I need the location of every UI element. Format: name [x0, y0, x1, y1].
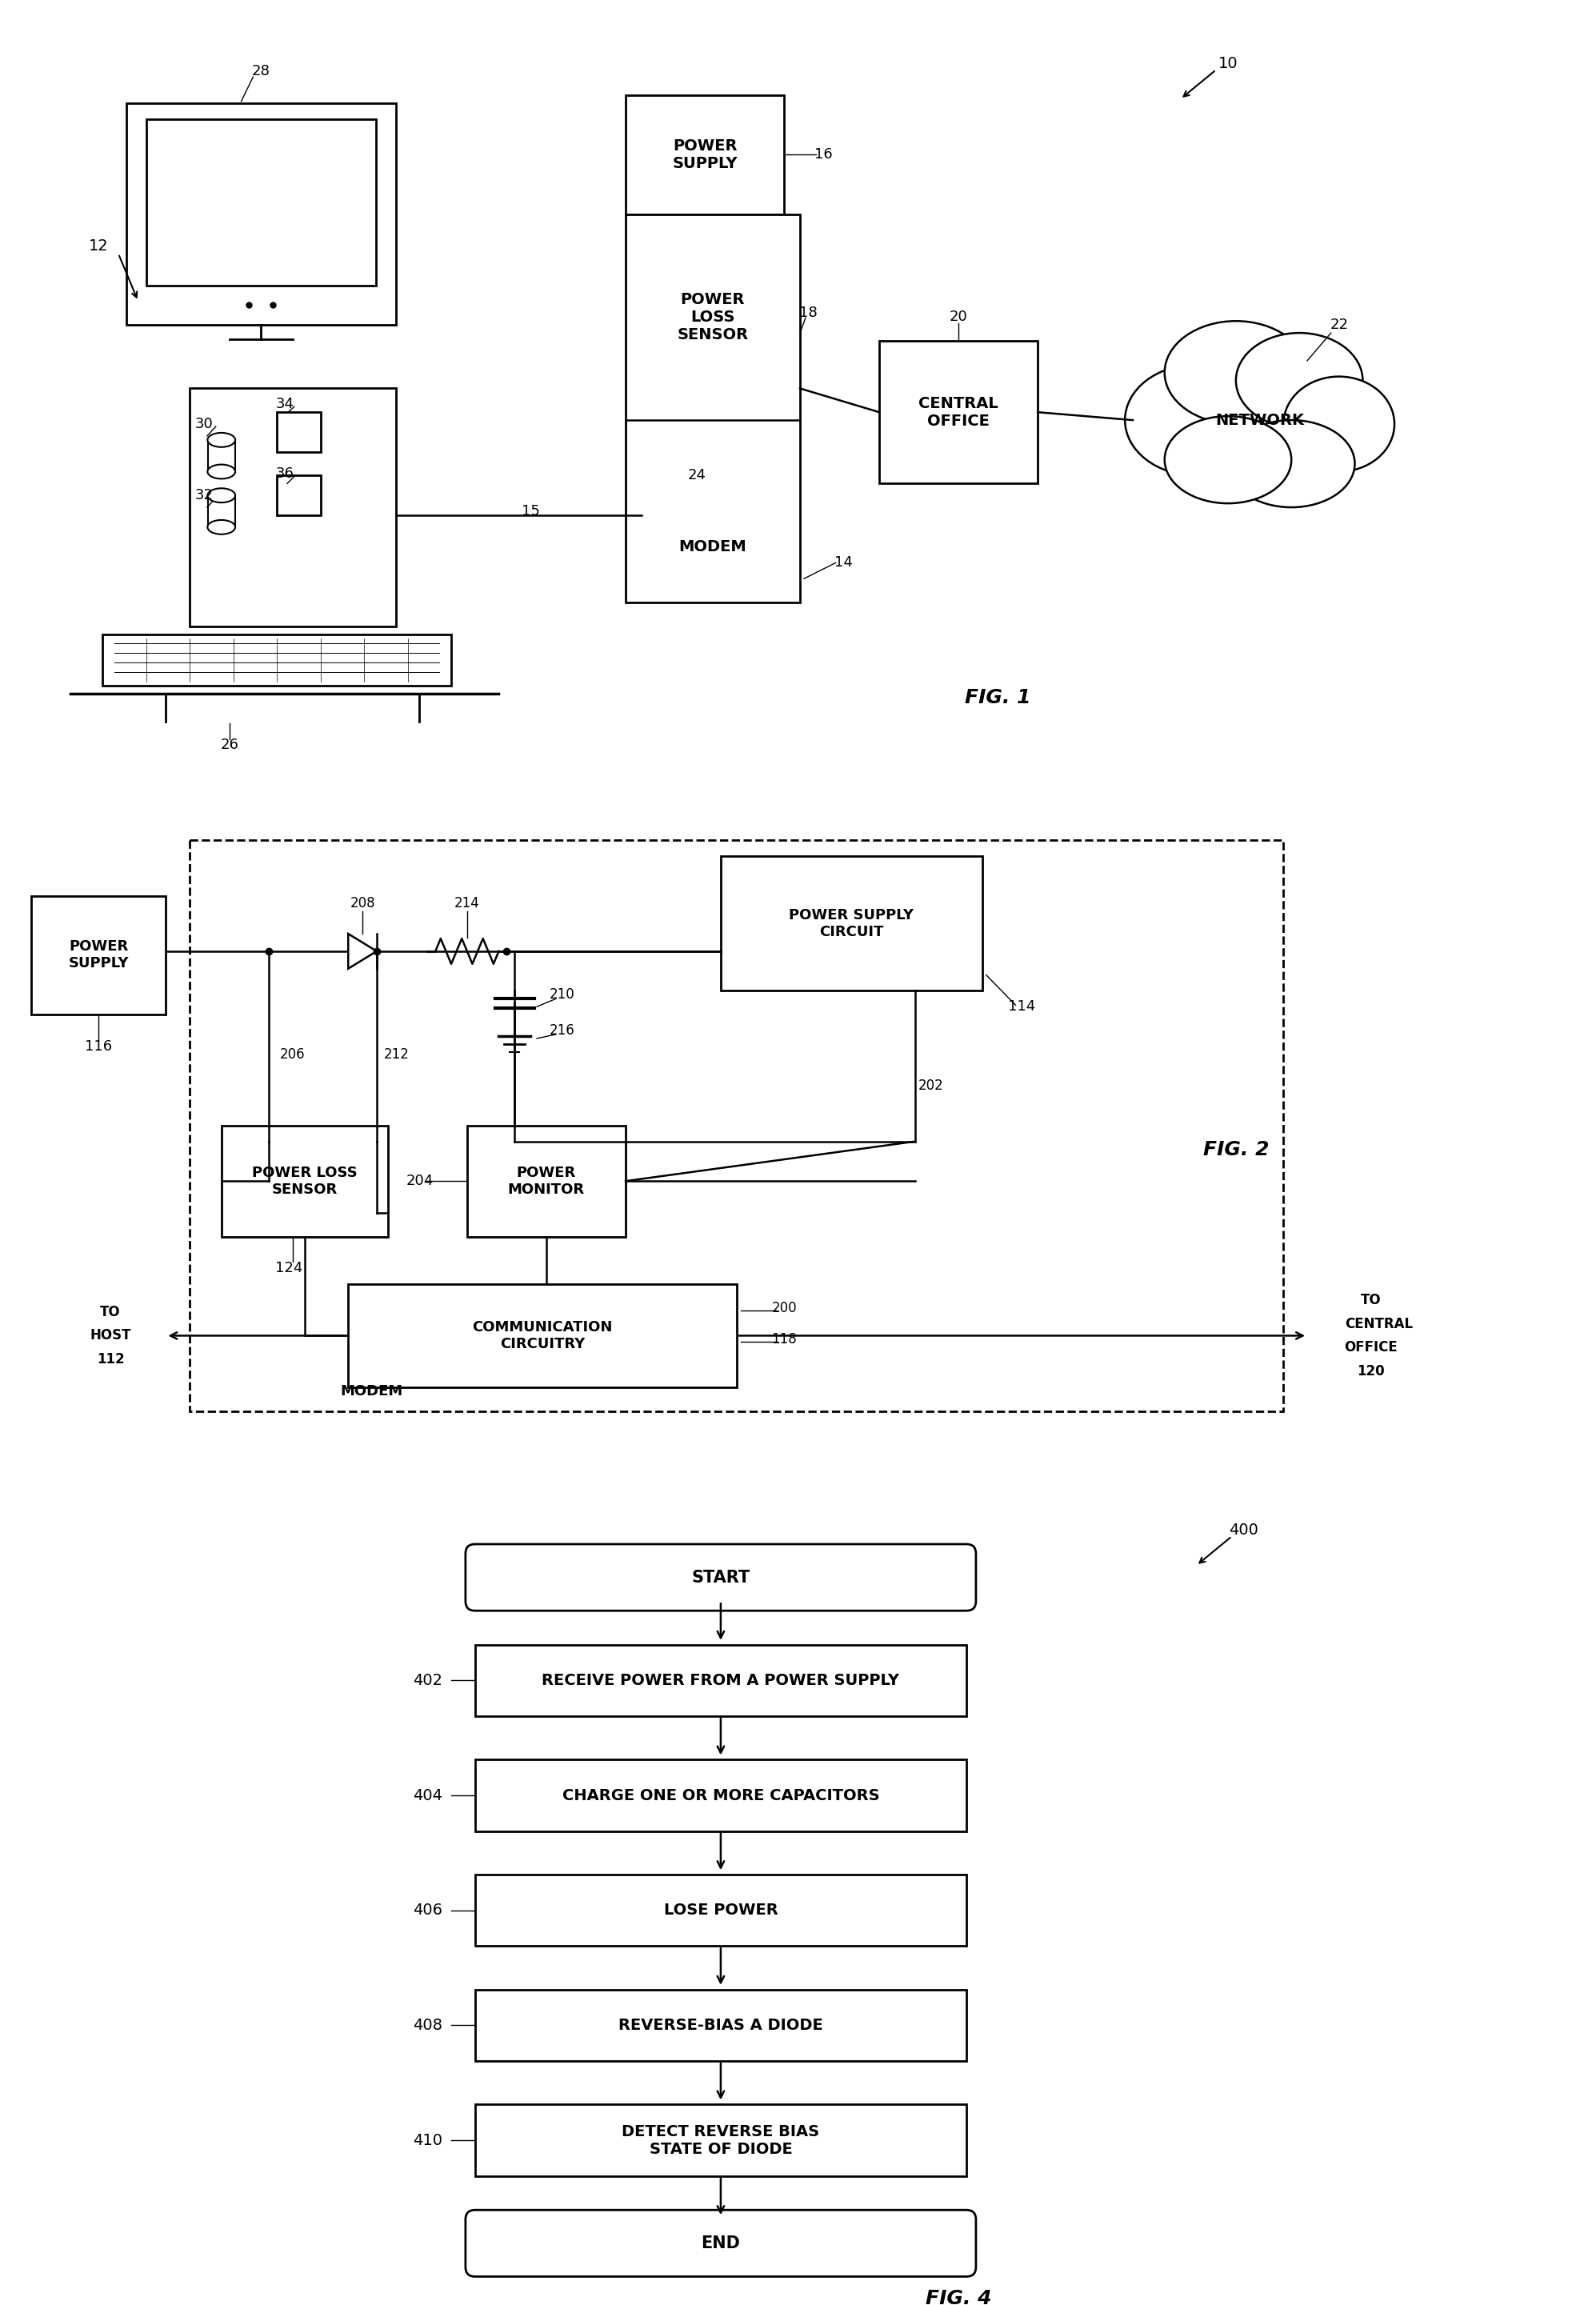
Text: POWER SUPPLY
CIRCUIT: POWER SUPPLY CIRCUIT	[788, 908, 915, 938]
Ellipse shape	[207, 521, 235, 535]
Text: 206: 206	[279, 1046, 305, 1063]
Text: CENTRAL: CENTRAL	[1344, 1316, 1412, 1330]
Text: OFFICE: OFFICE	[1344, 1339, 1398, 1355]
Text: 24: 24	[688, 468, 705, 482]
Text: 410: 410	[413, 2132, 442, 2148]
Bar	[32, 897, 166, 1014]
Text: 214: 214	[455, 897, 480, 910]
Text: 20: 20	[950, 309, 967, 325]
Text: POWER
SUPPLY: POWER SUPPLY	[69, 940, 129, 970]
Ellipse shape	[1125, 364, 1267, 475]
Text: 124: 124	[275, 1261, 303, 1275]
Text: 28: 28	[252, 65, 270, 78]
Text: 18: 18	[800, 307, 817, 320]
Text: REVERSE-BIAS A DIODE: REVERSE-BIAS A DIODE	[618, 2017, 824, 2033]
Text: FIG. 1: FIG. 1	[966, 687, 1031, 708]
FancyBboxPatch shape	[466, 1544, 975, 1611]
Text: 202: 202	[918, 1079, 943, 1093]
Text: POWER LOSS
SENSOR: POWER LOSS SENSOR	[252, 1166, 358, 1196]
Text: 34: 34	[276, 396, 294, 413]
Text: 10: 10	[1218, 55, 1238, 71]
Text: 114: 114	[1009, 1000, 1036, 1014]
Text: 210: 210	[549, 987, 575, 1003]
Bar	[276, 475, 321, 516]
Ellipse shape	[207, 489, 235, 502]
Bar	[276, 413, 321, 452]
Bar	[721, 855, 982, 991]
Text: POWER
LOSS
SENSOR: POWER LOSS SENSOR	[677, 293, 749, 341]
Bar	[476, 1874, 967, 1945]
Ellipse shape	[1227, 420, 1355, 507]
Text: TO: TO	[101, 1305, 121, 1318]
Text: 12: 12	[89, 237, 109, 254]
Text: HOST: HOST	[89, 1328, 131, 1344]
Text: 36: 36	[276, 468, 294, 482]
Text: MODEM: MODEM	[678, 539, 747, 556]
Text: 406: 406	[413, 1902, 442, 1918]
Text: 212: 212	[383, 1046, 409, 1063]
Bar	[222, 1125, 388, 1235]
Text: START: START	[691, 1570, 750, 1586]
Text: 204: 204	[405, 1173, 433, 1189]
Bar	[190, 390, 396, 627]
Bar	[476, 2104, 967, 2176]
Ellipse shape	[1283, 376, 1395, 473]
Bar	[476, 1989, 967, 2061]
Text: 408: 408	[413, 2017, 442, 2033]
Ellipse shape	[207, 433, 235, 447]
Text: 118: 118	[771, 1332, 796, 1346]
Text: 22: 22	[1329, 318, 1349, 332]
Text: POWER
SUPPLY: POWER SUPPLY	[672, 138, 737, 171]
Text: 16: 16	[814, 148, 833, 161]
Text: TO: TO	[1360, 1293, 1381, 1307]
Text: 32: 32	[195, 489, 214, 502]
Bar	[147, 120, 377, 286]
Ellipse shape	[1235, 332, 1363, 429]
Text: 208: 208	[350, 897, 375, 910]
Text: 26: 26	[220, 738, 238, 751]
Text: CENTRAL
OFFICE: CENTRAL OFFICE	[919, 396, 999, 429]
Text: 216: 216	[549, 1023, 575, 1037]
Text: 400: 400	[1229, 1521, 1259, 1537]
Bar	[626, 214, 800, 602]
Ellipse shape	[1165, 417, 1291, 502]
Text: 14: 14	[835, 556, 852, 569]
Text: DETECT REVERSE BIAS
STATE OF DIODE: DETECT REVERSE BIAS STATE OF DIODE	[622, 2123, 820, 2157]
Text: 116: 116	[85, 1040, 112, 1053]
Bar	[126, 104, 396, 325]
Bar	[348, 1284, 737, 1388]
Bar	[476, 1759, 967, 1830]
Bar	[476, 1646, 967, 1717]
Text: POWER
MONITOR: POWER MONITOR	[508, 1166, 584, 1196]
Ellipse shape	[207, 466, 235, 479]
Text: LOSE POWER: LOSE POWER	[664, 1902, 777, 1918]
Text: NETWORK: NETWORK	[1215, 413, 1304, 429]
Text: 402: 402	[413, 1673, 442, 1687]
Polygon shape	[348, 934, 377, 968]
Text: END: END	[701, 2236, 741, 2252]
Bar	[102, 634, 452, 685]
Text: 15: 15	[522, 505, 539, 519]
Text: 30: 30	[195, 417, 214, 431]
Bar	[190, 841, 1283, 1411]
Text: 200: 200	[771, 1300, 796, 1316]
Text: 120: 120	[1357, 1365, 1384, 1378]
FancyBboxPatch shape	[466, 2210, 975, 2277]
Text: CHARGE ONE OR MORE CAPACITORS: CHARGE ONE OR MORE CAPACITORS	[562, 1789, 879, 1803]
Bar	[468, 1125, 626, 1235]
Text: FIG. 4: FIG. 4	[926, 2289, 991, 2305]
Text: MODEM: MODEM	[340, 1383, 404, 1399]
Text: 404: 404	[413, 1789, 442, 1803]
Bar	[626, 95, 784, 214]
Text: RECEIVE POWER FROM A POWER SUPPLY: RECEIVE POWER FROM A POWER SUPPLY	[543, 1673, 900, 1687]
Text: FIG. 2: FIG. 2	[1203, 1139, 1269, 1159]
Text: 112: 112	[97, 1353, 124, 1367]
Text: COMMUNICATION
CIRCUITRY: COMMUNICATION CIRCUITRY	[472, 1321, 613, 1351]
Bar	[879, 341, 1037, 484]
Ellipse shape	[1165, 320, 1307, 424]
